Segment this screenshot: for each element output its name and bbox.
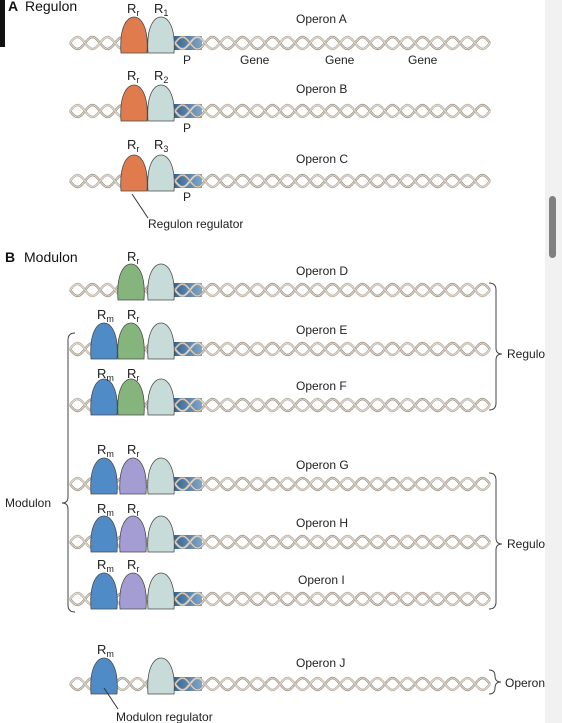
label-rm-j: Rm: [97, 642, 114, 659]
modulon-bracket: [61, 332, 76, 613]
label-rr-f: Rr: [127, 366, 139, 383]
regulon-regulator-f: [117, 378, 145, 416]
operon-regulator-a: [147, 16, 175, 54]
label-rm-g: Rm: [97, 442, 114, 459]
label-rm-f: Rm: [97, 366, 114, 383]
operon-regulator-c: [147, 154, 175, 192]
regulon-2-bracket: [488, 472, 503, 610]
regulon-regulator-pointer: [131, 193, 149, 219]
label-rm-h: Rm: [97, 501, 114, 518]
operon-regulator-i: [147, 572, 175, 610]
operon-bracket: [488, 669, 502, 695]
operon-regulator-h: [147, 515, 175, 553]
label-r3: R3: [154, 137, 168, 154]
label-rr-e: Rr: [127, 307, 139, 324]
regulon-2-label: Regulon 2: [507, 537, 545, 551]
operon-i-label: Operon I: [298, 573, 345, 587]
regulon-regulator-b: [120, 84, 148, 122]
operon-regulator-b: [147, 84, 175, 122]
section-a-letter: A: [8, 0, 18, 14]
section-a-title: Regulon: [25, 0, 77, 14]
section-b-letter: B: [5, 249, 15, 265]
dna-strand-highlight: [69, 677, 491, 691]
operon-regulator-j: [147, 657, 175, 695]
dna-helix-j: [69, 676, 491, 692]
label-rr-i: Rr: [127, 557, 139, 574]
regulon-regulator-i: [119, 572, 147, 610]
regulon-regulator-d: [117, 263, 145, 301]
operon-regulator-e: [147, 322, 175, 360]
regulator-labels: Rr R1 Rr R2 Rr R3 Rr Rm Rr Rm Rr Rm Rr R…: [97, 1, 168, 659]
operon-h-label: Operon H: [296, 516, 348, 530]
regulon-regulator-label: Regulon regulator: [148, 217, 243, 231]
gene-label-2: Gene: [325, 53, 355, 67]
regulon-regulator-h: [119, 515, 147, 553]
section-b-title: Modulon: [24, 249, 78, 265]
edge-bar: [0, 0, 5, 47]
regulon-regulator-c: [120, 154, 148, 192]
regulators: [90, 16, 175, 695]
modulon-regulator-label: Modulon regulator: [116, 710, 213, 723]
promoter-label-b: P: [183, 121, 191, 135]
operon-b-label: Operon B: [296, 82, 347, 96]
operon-c-label: Operon C: [296, 152, 348, 166]
promoter-label-c: P: [183, 190, 191, 204]
operon-e-label: Operon E: [296, 323, 347, 337]
regulon-1-bracket: [488, 282, 503, 411]
operon-d-label: Operon D: [296, 264, 348, 278]
regulon-1-label: Regulon 1: [507, 347, 545, 361]
label-rr-b: Rr: [127, 68, 139, 85]
gene-label-3: Gene: [408, 53, 438, 67]
label-rr-h: Rr: [127, 501, 139, 518]
regulon-regulator-g: [119, 457, 147, 495]
operon-group-label: Operon: [505, 676, 545, 690]
label-rr-d: Rr: [127, 249, 139, 266]
modulon-regulator-h: [90, 515, 118, 553]
operon-j-label: Operon J: [296, 656, 345, 670]
operon-g-label: Operon G: [296, 458, 349, 472]
operon-a-label: Operon A: [296, 12, 347, 26]
label-r1: R1: [154, 1, 168, 18]
modulon-regulator-j: [90, 657, 118, 695]
label-rr-g: Rr: [127, 442, 139, 459]
operon-regulator-d: [147, 263, 175, 301]
scrollbar-track[interactable]: [545, 0, 562, 723]
regulon-modulon-diagram: A Regulon B Modulon Rr R1 Rr R2 Rr R3 Rr…: [0, 0, 545, 723]
regulon-regulator-a: [120, 16, 148, 54]
operon-f-label: Operon F: [296, 379, 347, 393]
modulon-regulator-g: [90, 457, 118, 495]
label-rr-c: Rr: [127, 137, 139, 154]
regulon-regulator-e: [117, 322, 145, 360]
label-rm-e: Rm: [97, 307, 114, 324]
modulon-label: Modulon: [5, 496, 51, 510]
operon-regulator-g: [147, 457, 175, 495]
modulon-regulator-f: [90, 378, 118, 416]
label-rr-a: Rr: [127, 1, 139, 18]
promoter-label-a: P: [183, 53, 191, 67]
gene-label-1: Gene: [240, 53, 270, 67]
modulon-regulator-i: [90, 572, 118, 610]
label-rm-i: Rm: [97, 557, 114, 574]
operon-regulator-f: [147, 378, 175, 416]
label-r2: R2: [154, 68, 168, 85]
modulon-regulator-e: [90, 322, 118, 360]
scrollbar-thumb[interactable]: [549, 196, 556, 258]
modulon-regulator-pointer: [103, 687, 119, 710]
